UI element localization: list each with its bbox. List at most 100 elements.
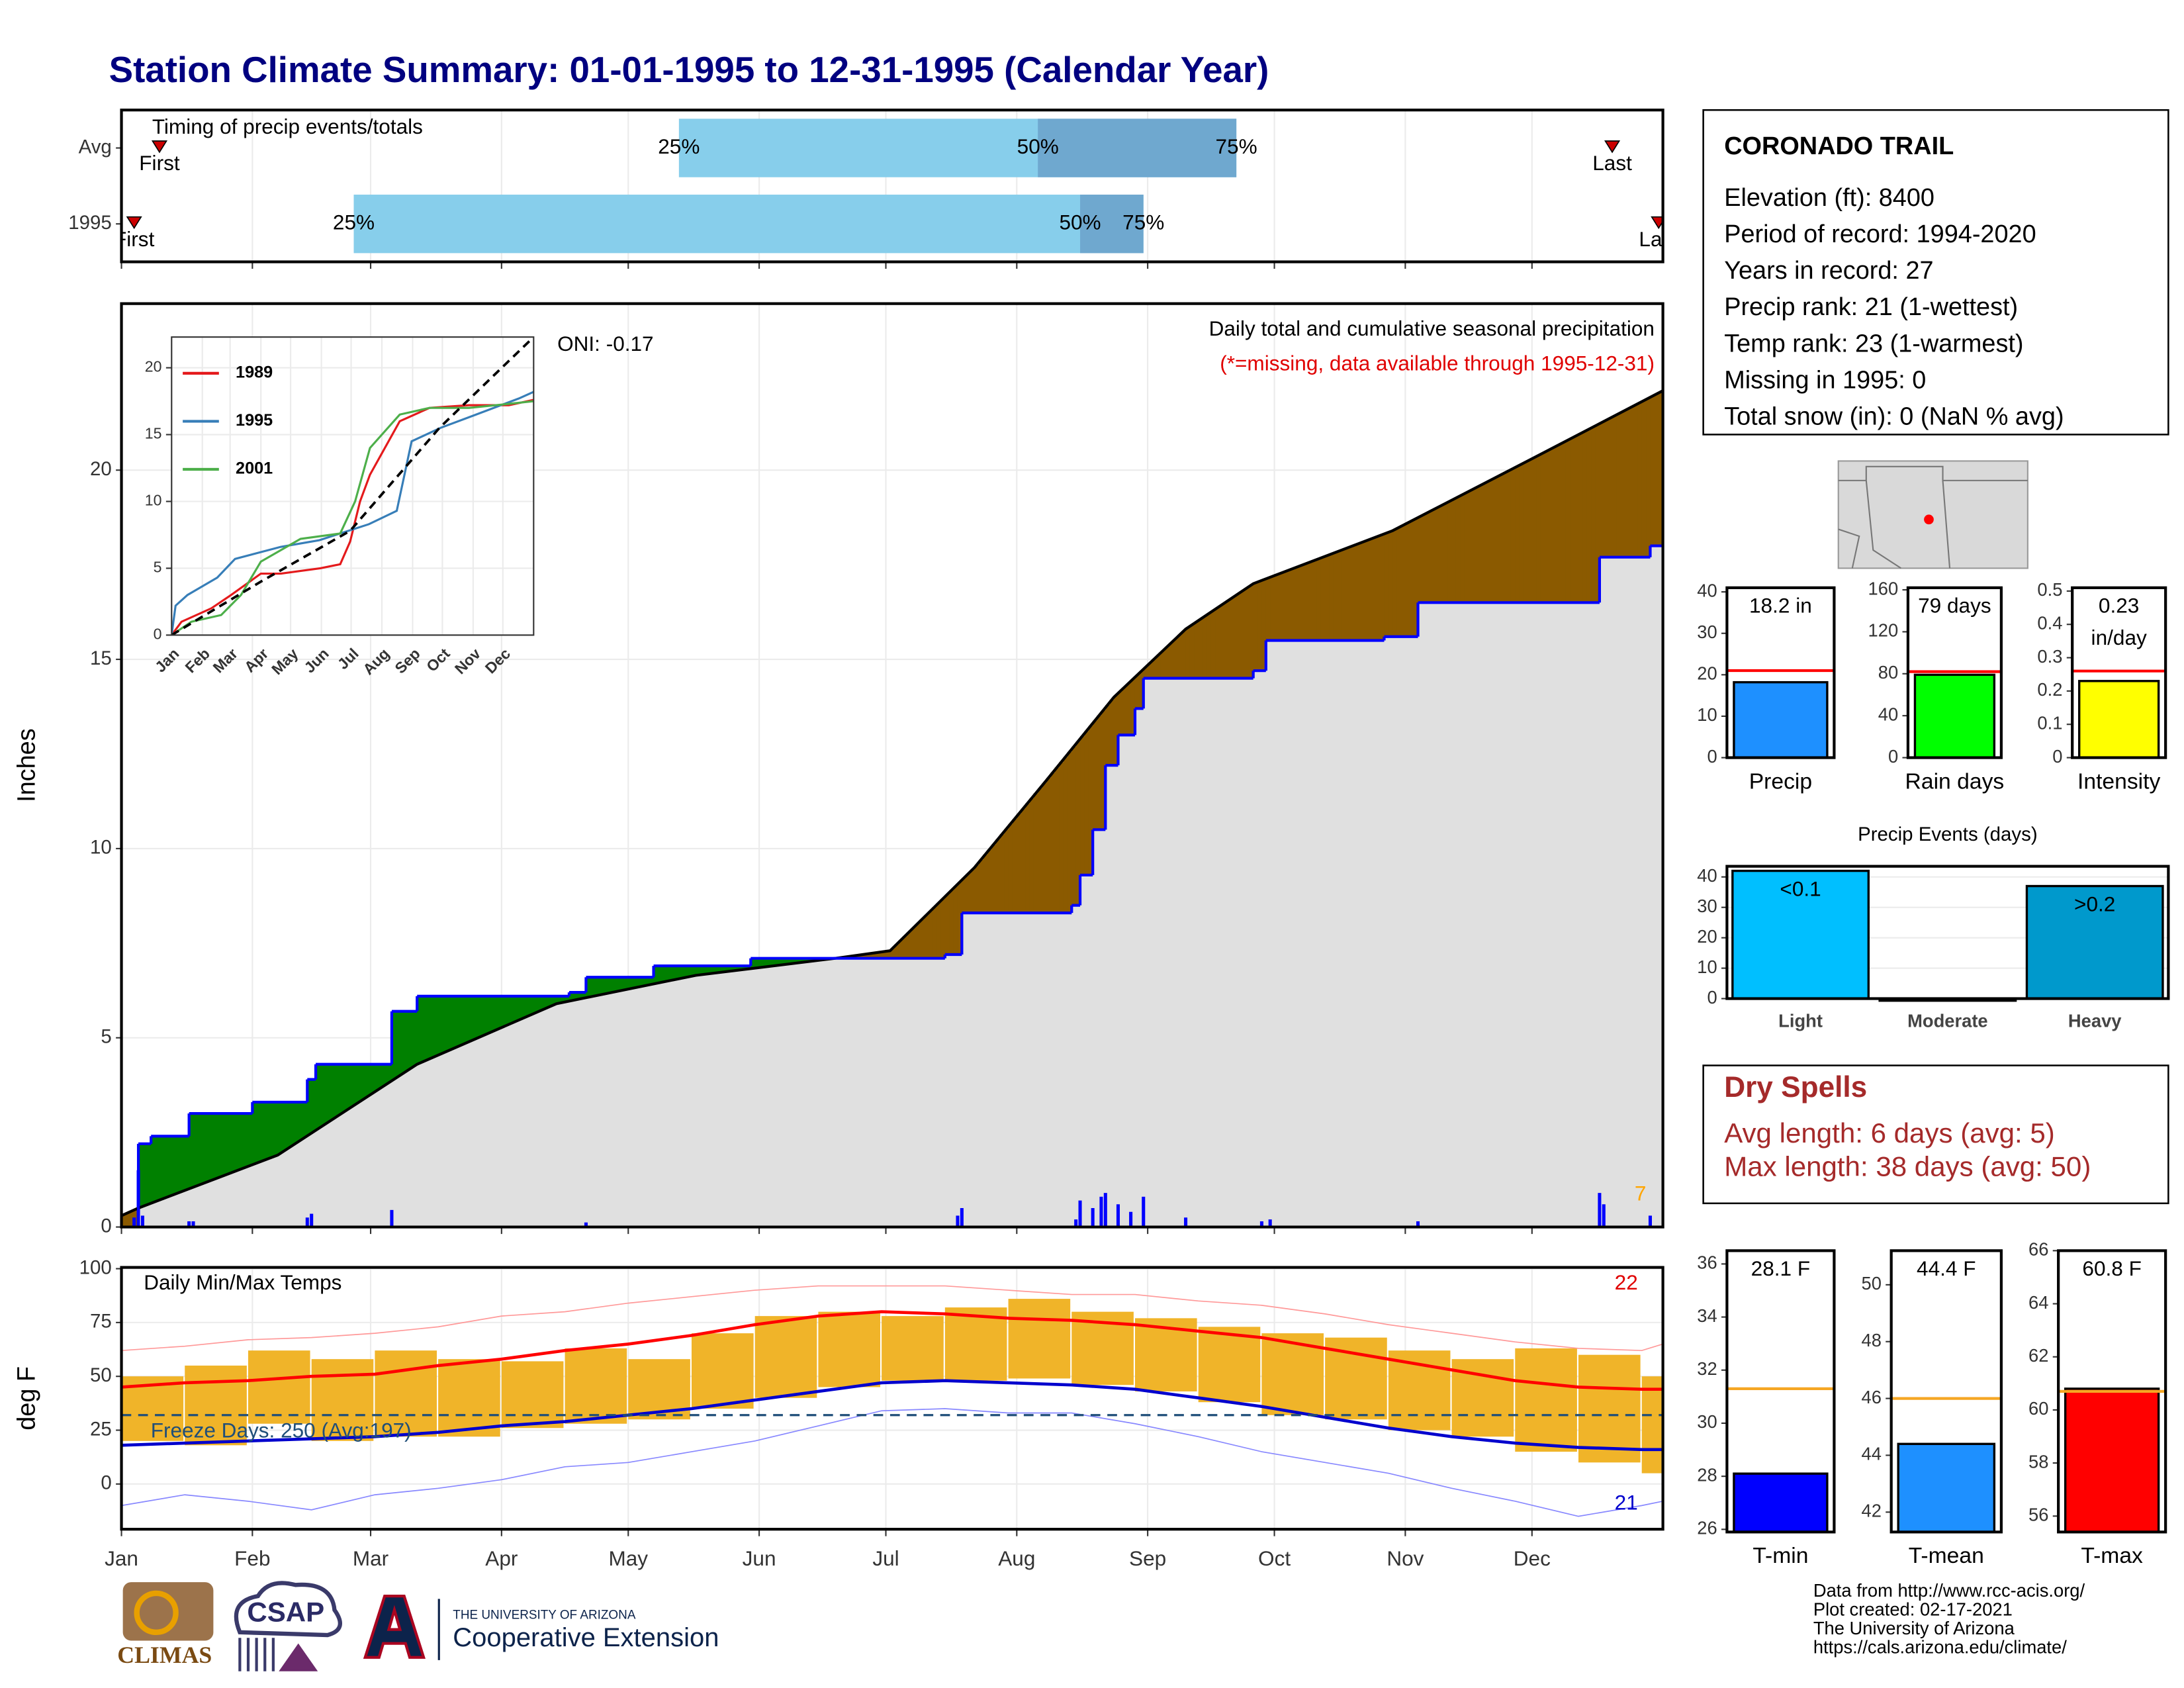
daily-range xyxy=(248,1350,310,1424)
base-fill xyxy=(1426,602,1432,1227)
base-fill xyxy=(1473,602,1479,1227)
base-fill xyxy=(1477,602,1482,1227)
y-tick-label: 75 xyxy=(90,1311,112,1333)
base-fill xyxy=(666,980,672,1227)
base-fill xyxy=(717,972,722,1227)
y-tick-label: 40 xyxy=(1697,580,1717,600)
base-fill xyxy=(1122,735,1128,1227)
anomaly-fill xyxy=(518,996,524,1019)
base-fill xyxy=(1582,602,1588,1227)
anomaly-fill xyxy=(637,977,642,987)
anomaly-fill xyxy=(1536,455,1541,603)
bar xyxy=(2025,884,2164,1000)
panel-frame xyxy=(1725,586,1836,759)
anomaly-fill xyxy=(1405,523,1411,637)
anomaly-fill xyxy=(1148,663,1153,679)
anomaly-fill xyxy=(632,977,638,988)
base-fill xyxy=(628,988,633,1227)
anomaly-fill xyxy=(235,1113,241,1171)
anomaly-fill xyxy=(1396,527,1402,637)
daily-range xyxy=(1198,1327,1261,1403)
anomaly-fill xyxy=(784,958,790,964)
anomaly-fill xyxy=(218,1113,224,1177)
anomaly-fill xyxy=(1169,643,1174,679)
anomaly-fill xyxy=(1524,461,1529,603)
climas-logo: CLIMAS xyxy=(117,1642,212,1668)
y-axis-label: deg F xyxy=(13,1366,41,1430)
anomaly-fill xyxy=(417,996,422,1064)
base-fill xyxy=(1210,678,1216,1227)
base-fill xyxy=(332,1117,338,1227)
base-fill xyxy=(1400,636,1406,1227)
base-fill xyxy=(1316,640,1322,1227)
x-tick-label: Dec xyxy=(482,645,514,677)
base-fill xyxy=(463,1043,469,1227)
anomaly-fill xyxy=(1185,628,1191,679)
anomaly-fill xyxy=(1029,798,1035,914)
base-fill xyxy=(248,1165,253,1227)
anomaly-fill xyxy=(193,1113,199,1187)
base-fill xyxy=(725,971,731,1227)
y-tick-label: 10 xyxy=(1697,957,1717,977)
base-fill xyxy=(1338,640,1343,1227)
base-fill xyxy=(1148,678,1153,1227)
base-fill xyxy=(590,996,596,1227)
base-fill xyxy=(1109,765,1115,1227)
base-fill xyxy=(611,992,617,1227)
y-tick-label: 20 xyxy=(1697,663,1717,684)
anomaly-fill xyxy=(391,1011,397,1080)
daily-range xyxy=(754,1316,817,1398)
base-fill xyxy=(1071,905,1077,1227)
anomaly-fill xyxy=(983,855,988,914)
inset-lines xyxy=(171,337,534,635)
anomaly-fill xyxy=(1164,647,1170,679)
anomaly-fill xyxy=(1477,486,1482,603)
event-marker xyxy=(151,140,168,154)
base-fill xyxy=(552,1004,558,1227)
base-fill xyxy=(873,958,879,1227)
footer-line: https://cals.arizona.edu/climate/ xyxy=(1813,1636,2067,1657)
anomaly-fill xyxy=(666,966,672,981)
base-fill xyxy=(307,1134,312,1227)
base-fill xyxy=(991,913,997,1227)
anomaly-fill xyxy=(1527,459,1533,603)
anomaly-fill xyxy=(1519,464,1525,603)
anomaly-fill xyxy=(1510,468,1516,603)
anomaly-fill xyxy=(1557,444,1563,603)
base-fill xyxy=(776,965,782,1227)
base-fill xyxy=(501,1026,507,1227)
base-fill xyxy=(1320,640,1326,1227)
base-fill xyxy=(256,1162,262,1227)
anomaly-fill xyxy=(412,1011,418,1066)
legend-label: 2001 xyxy=(236,459,273,478)
base-fill xyxy=(843,958,849,1227)
y-axis-label: Inches xyxy=(13,728,41,802)
anomaly-fill xyxy=(704,966,709,974)
base-fill xyxy=(1329,640,1335,1227)
base-fill xyxy=(696,975,702,1227)
bar xyxy=(1733,1472,1829,1534)
base-fill xyxy=(1439,602,1445,1227)
anomaly-fill xyxy=(295,1102,300,1143)
daily-precip xyxy=(1416,1221,1420,1227)
base-fill xyxy=(903,958,908,1227)
base-fill xyxy=(193,1186,199,1227)
row-label: Avg xyxy=(79,136,112,158)
anomaly-fill xyxy=(1654,394,1660,546)
extension-name: Cooperative Extension xyxy=(453,1623,719,1652)
base-fill xyxy=(1363,640,1369,1227)
cumulative-line xyxy=(121,389,1663,1217)
base-fill xyxy=(1375,640,1381,1227)
base-fill xyxy=(265,1159,271,1227)
anomaly-fill xyxy=(425,996,431,1060)
value-label-box: 60.8 F xyxy=(2082,1258,2141,1282)
base-fill xyxy=(189,1188,195,1227)
base-fill xyxy=(252,1164,257,1227)
anomaly-fill xyxy=(1152,659,1158,679)
base-fill xyxy=(733,970,739,1227)
base-fill xyxy=(712,972,718,1227)
anomaly-fill xyxy=(1063,757,1069,914)
x-tick-label: Jul xyxy=(334,645,362,673)
base-fill xyxy=(396,1076,401,1227)
base-fill xyxy=(197,1184,203,1227)
